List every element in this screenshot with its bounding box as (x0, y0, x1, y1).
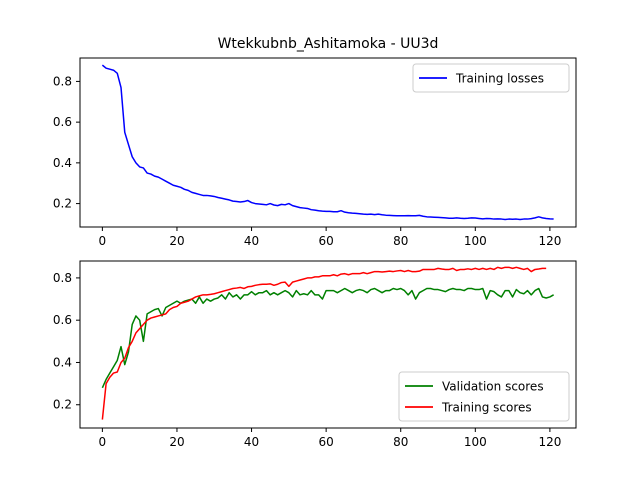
legend-label-training-scores: Training scores (441, 401, 532, 415)
top-x-tick-label: 40 (244, 234, 259, 248)
top-y-tick-label: 0.2 (53, 197, 72, 211)
top-x-tick-label: 120 (538, 234, 561, 248)
series-line-validation-scores (101, 287, 554, 389)
bottom-y-tick-label: 0.8 (53, 271, 72, 285)
top-axes-frame (79, 57, 577, 228)
bottom-x-tick-label: 120 (538, 435, 561, 449)
bottom-y-tick-label: 0.2 (53, 398, 72, 412)
bottom-x-tick-label: 60 (318, 435, 333, 449)
bottom-x-tick-label: 20 (169, 435, 184, 449)
bottom-x-tick-label: 40 (244, 435, 259, 449)
series-line-training-losses (101, 64, 554, 221)
legend-label-training-losses: Training losses (455, 72, 544, 86)
top-x-tick-label: 80 (393, 234, 408, 248)
top-x-tick-label: 0 (99, 234, 107, 248)
bottom-y-tick-label: 0.6 (53, 313, 72, 327)
bottom-axes-frame (79, 260, 577, 429)
bottom-x-tick-label: 80 (393, 435, 408, 449)
bottom-legend-box (398, 371, 570, 422)
top-x-tick-label: 20 (169, 234, 184, 248)
bottom-y-tick-label: 0.4 (53, 355, 72, 369)
bottom-axes: 0 20 40 60 80 100 120 0.2 0.4 0.6 0.8 Validation s… (53, 260, 577, 449)
top-y-tick-label: 0.8 (53, 74, 72, 88)
top-x-tick-label: 100 (464, 234, 487, 248)
top-y-tick-label: 0.6 (53, 115, 72, 129)
bottom-x-tick-label: 0 (99, 435, 107, 449)
top-legend-box (412, 63, 570, 93)
bottom-legend: Validation scores Training scores (398, 371, 570, 422)
figure-title: Wtekkubnb_Ashitamoka - UU3d (218, 36, 439, 52)
top-legend: Training losses (412, 63, 570, 93)
top-axes: 0 20 40 60 80 100 120 0.2 0.4 0.6 0.8 Training los… (53, 57, 577, 248)
top-y-tick-label: 0.4 (53, 156, 72, 170)
legend-label-validation-scores: Validation scores (442, 380, 544, 394)
top-x-tick-label: 60 (318, 234, 333, 248)
bottom-x-tick-label: 100 (464, 435, 487, 449)
series-line-training-scores (101, 266, 547, 420)
